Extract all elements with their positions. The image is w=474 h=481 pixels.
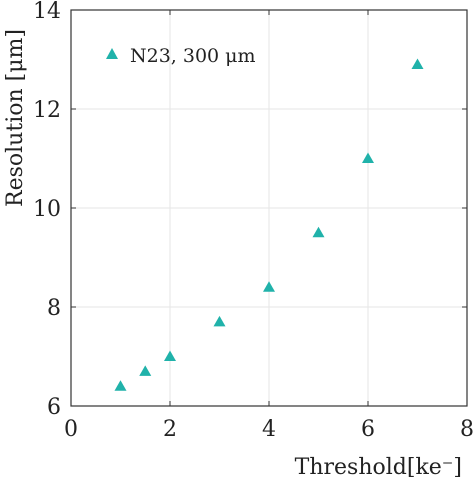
legend-marker-triangle-icon — [106, 48, 118, 59]
data-point — [411, 58, 424, 69]
y-tick-label: 6 — [47, 395, 61, 420]
data-point — [114, 380, 127, 391]
data-points — [114, 58, 424, 391]
x-axis-label: Threshold[ke⁻] — [295, 455, 462, 480]
x-tick-label: 6 — [361, 417, 375, 442]
x-tick-label: 2 — [163, 417, 177, 442]
x-tick-labels: 0 2 4 6 8 — [64, 417, 474, 442]
x-tick-label: 4 — [262, 417, 276, 442]
data-point — [164, 350, 176, 361]
y-tick-label: 14 — [33, 0, 61, 24]
x-tick-label: 8 — [460, 417, 474, 442]
data-point — [139, 365, 152, 376]
y-axis-label: Resolution [μm] — [3, 29, 28, 207]
data-point — [362, 152, 374, 163]
y-tick-labels: 6 8 10 12 14 — [33, 0, 61, 420]
grid-lines — [70, 9, 468, 407]
y-tick-label: 12 — [33, 98, 61, 123]
legend-label: N23, 300 μm — [130, 45, 256, 67]
data-point — [312, 226, 325, 238]
x-tick-label: 0 — [64, 417, 78, 442]
legend: N23, 300 μm — [106, 45, 256, 67]
data-point — [213, 315, 226, 327]
data-point — [263, 281, 275, 292]
y-tick-label: 8 — [47, 296, 61, 321]
y-tick-label: 10 — [33, 197, 61, 222]
plot-frame — [70, 9, 468, 407]
